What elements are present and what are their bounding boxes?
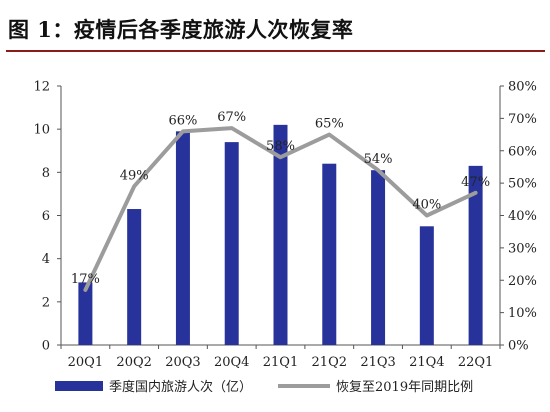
data-labels: 17% 49% 66% 67% 58% 65% 54% 40% 47%: [71, 110, 490, 287]
x-tick-label: 20Q1: [68, 355, 103, 370]
y-right-tick-label: 70%: [508, 112, 537, 127]
bar: [322, 163, 337, 345]
data-label: 40%: [412, 198, 441, 213]
bar-series: [78, 124, 483, 345]
data-label: 47%: [461, 175, 490, 190]
bar: [419, 226, 434, 345]
y-right-tick-label: 30%: [508, 241, 537, 256]
y-right-tick-label: 20%: [508, 274, 537, 289]
data-label: 67%: [217, 110, 246, 125]
x-tick-label: 20Q2: [116, 355, 151, 370]
figure-title: 图 1：疫情后各季度旅游人次恢复率: [8, 17, 354, 42]
y-left-tick-label: 8: [42, 166, 50, 181]
y-left-tick-label: 2: [42, 295, 50, 310]
bar: [78, 282, 93, 345]
legend-line-label: 恢复至2019年同期比例: [336, 380, 473, 395]
legend-bar-label: 季度国内旅游人次（亿）: [109, 379, 252, 395]
y-right-tick-label: 60%: [508, 144, 537, 159]
x-tick-label: 22Q1: [458, 355, 493, 370]
bar: [468, 165, 483, 345]
bar: [273, 124, 288, 345]
y-left-tick-label: 10: [33, 123, 50, 138]
y-right-tick-label: 10%: [508, 306, 537, 321]
y-left-tick-label: 12: [33, 80, 50, 95]
chart-legend: 季度国内旅游人次（亿） 恢复至2019年同期比例: [55, 379, 473, 395]
y-right-tick-label: 50%: [508, 177, 537, 192]
data-label: 54%: [364, 152, 393, 167]
bar: [371, 170, 386, 345]
x-tick-label: 21Q2: [312, 355, 347, 370]
bar: [224, 142, 239, 345]
line-series: [83, 126, 478, 292]
data-label: 17%: [71, 272, 100, 287]
x-tick-label: 20Q3: [165, 355, 200, 370]
bar: [127, 209, 142, 345]
y-left-tick-label: 6: [42, 209, 50, 224]
series-line: [83, 126, 478, 292]
data-label: 58%: [266, 139, 295, 154]
data-label: 66%: [168, 113, 197, 128]
x-tick-label: 21Q1: [263, 355, 298, 370]
y-left-tick-label: 0: [42, 339, 50, 354]
x-tick-label: 20Q4: [214, 355, 249, 370]
y-right-tick-label: 40%: [508, 209, 537, 224]
y-right-tick-label: 0%: [508, 339, 529, 354]
data-label: 65%: [315, 117, 344, 132]
title-divider: [6, 50, 545, 52]
x-tick-label: 21Q3: [360, 355, 395, 370]
legend-bar-swatch: [55, 381, 103, 391]
chart-axes: 0 2 4 6 8 10 12 0% 10% 20% 30% 40% 50% 60% 70% 80% 20Q1 2…: [33, 80, 536, 371]
bar: [175, 131, 190, 345]
data-label: 49%: [120, 168, 149, 183]
y-right-tick-label: 80%: [508, 80, 537, 95]
x-tick-label: 21Q4: [409, 355, 444, 370]
y-left-tick-label: 4: [42, 252, 50, 267]
